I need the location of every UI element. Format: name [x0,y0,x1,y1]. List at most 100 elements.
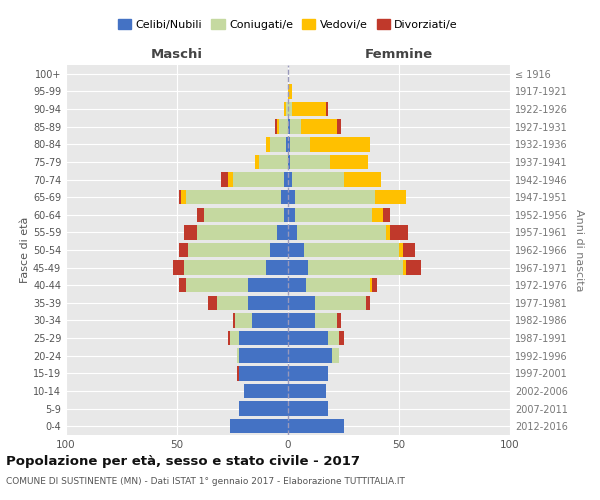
Bar [301,120,337,134]
Bar [179,243,188,257]
Bar [374,190,406,204]
Bar [288,154,290,169]
Bar [248,278,288,292]
Bar [237,348,239,363]
Bar [279,120,288,134]
Bar [270,243,288,257]
Bar [292,172,343,186]
Bar [254,154,259,169]
Bar [197,225,277,240]
Bar [332,348,339,363]
Bar [304,243,399,257]
Bar [337,120,341,134]
Bar [284,172,288,186]
Bar [197,208,203,222]
Bar [288,384,326,398]
Bar [403,260,406,275]
Bar [288,278,306,292]
Bar [295,190,374,204]
Bar [288,366,328,380]
Bar [337,314,341,328]
Bar [328,331,339,345]
Bar [188,243,270,257]
Bar [386,225,390,240]
Bar [270,137,286,152]
Bar [288,225,297,240]
Bar [186,190,281,204]
Bar [286,137,288,152]
Text: Popolazione per età, sesso e stato civile - 2017: Popolazione per età, sesso e stato civil… [6,455,360,468]
Bar [343,172,381,186]
Legend: Celibi/Nubili, Coniugati/e, Vedovi/e, Divorziati/e: Celibi/Nubili, Coniugati/e, Vedovi/e, Di… [118,19,458,30]
Bar [290,154,330,169]
Bar [406,260,421,275]
Bar [179,190,181,204]
Y-axis label: Anni di nascita: Anni di nascita [574,209,584,291]
Bar [288,137,290,152]
Bar [228,331,230,345]
Bar [275,120,277,134]
Bar [203,208,284,222]
Bar [173,260,184,275]
Bar [228,172,233,186]
Bar [281,190,288,204]
Bar [310,137,370,152]
Bar [277,120,279,134]
Bar [366,296,370,310]
Bar [297,225,386,240]
Bar [288,296,314,310]
Bar [266,137,270,152]
Bar [290,120,301,134]
Bar [239,348,288,363]
Bar [390,225,408,240]
Bar [233,172,284,186]
Bar [288,348,332,363]
Bar [244,384,288,398]
Bar [288,331,328,345]
Bar [403,243,415,257]
Bar [288,260,308,275]
Bar [253,314,288,328]
Bar [295,208,373,222]
Bar [288,243,304,257]
Text: Femmine: Femmine [365,48,433,62]
Bar [230,419,288,434]
Bar [292,102,326,117]
Bar [288,190,295,204]
Text: COMUNE DI SUSTINENTE (MN) - Dati ISTAT 1° gennaio 2017 - Elaborazione TUTTITALIA: COMUNE DI SUSTINENTE (MN) - Dati ISTAT 1… [6,478,405,486]
Bar [181,190,186,204]
Bar [221,172,228,186]
Bar [370,278,373,292]
Bar [233,314,235,328]
Bar [306,278,370,292]
Bar [326,102,328,117]
Bar [230,331,239,345]
Bar [314,314,337,328]
Bar [288,102,292,117]
Bar [239,402,288,416]
Bar [288,208,295,222]
Bar [399,243,403,257]
Bar [288,172,292,186]
Bar [288,84,292,98]
Bar [330,154,368,169]
Bar [288,402,328,416]
Bar [184,260,266,275]
Bar [373,278,377,292]
Bar [186,278,248,292]
Bar [288,314,314,328]
Bar [217,296,248,310]
Bar [259,154,288,169]
Bar [339,331,343,345]
Bar [235,314,253,328]
Bar [290,137,310,152]
Bar [383,208,390,222]
Bar [284,102,286,117]
Y-axis label: Fasce di età: Fasce di età [20,217,30,283]
Bar [208,296,217,310]
Bar [248,296,288,310]
Bar [288,120,290,134]
Bar [308,260,403,275]
Bar [237,366,239,380]
Bar [239,331,288,345]
